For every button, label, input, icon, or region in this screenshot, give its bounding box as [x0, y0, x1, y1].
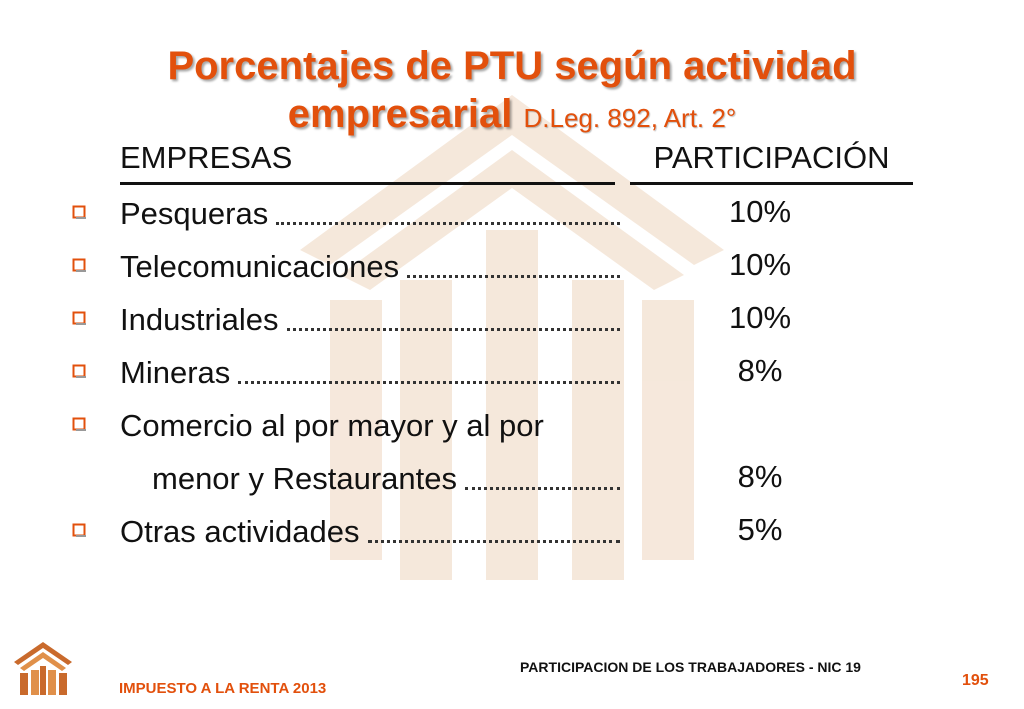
table-row: Otras actividades 5%	[0, 511, 1024, 551]
row-value: 10%	[728, 300, 792, 335]
row-label: Comercio al por mayor y al por	[120, 408, 544, 443]
table-row: Comercio al por mayor y al por	[0, 405, 1024, 445]
leader-dots	[286, 328, 620, 331]
row-label: menor y Restaurantes	[152, 461, 457, 496]
leader-dots	[367, 540, 620, 543]
table-row: Mineras 8%	[0, 352, 1024, 392]
row-label: Telecomunicaciones	[120, 249, 400, 284]
row-label: Otras actividades	[120, 514, 360, 549]
hollow-square-bullet-icon	[72, 311, 86, 325]
building-logo-icon	[14, 642, 72, 695]
slide-title-line-1: Porcentajes de PTU según actividad	[167, 44, 857, 88]
slide-title-line-2: empresarial D.Leg. 892, Art. 2°	[0, 92, 1024, 140]
row-label: Pesqueras	[120, 196, 269, 231]
hollow-square-bullet-icon	[72, 258, 86, 272]
row-value: 5%	[737, 512, 783, 547]
title-main: empresarial	[287, 92, 513, 136]
leader-dots	[276, 222, 620, 225]
table-row: Pesqueras 10%	[0, 193, 1024, 233]
table-row: Telecomunicaciones 10%	[0, 246, 1024, 286]
row-value: 10%	[728, 247, 792, 282]
column-header-empresas: EMPRESAS	[120, 140, 615, 185]
hollow-square-bullet-icon	[72, 417, 86, 431]
row-value: 8%	[737, 459, 783, 494]
row-label: Industriales	[120, 302, 279, 337]
page-number: 195	[962, 672, 989, 689]
footer-topic: PARTICIPACION DE LOS TRABAJADORES - NIC …	[520, 659, 861, 675]
footer-course-title: IMPUESTO A LA RENTA 2013	[119, 680, 327, 697]
hollow-square-bullet-icon	[72, 523, 86, 537]
row-value: 8%	[737, 353, 783, 388]
column-header-participacion: PARTICIPACIÓN	[630, 140, 913, 185]
leader-dots	[464, 487, 620, 490]
hollow-square-bullet-icon	[72, 205, 86, 219]
table-row: Industriales 10%	[0, 299, 1024, 339]
leader-dots	[238, 381, 620, 384]
hollow-square-bullet-icon	[72, 364, 86, 378]
row-label: Mineras	[120, 355, 231, 390]
row-value: 10%	[728, 194, 792, 229]
table-row: menor y Restaurantes 8%	[0, 458, 1024, 498]
leader-dots	[407, 275, 620, 278]
title-legal-reference: D.Leg. 892, Art. 2°	[523, 103, 737, 133]
